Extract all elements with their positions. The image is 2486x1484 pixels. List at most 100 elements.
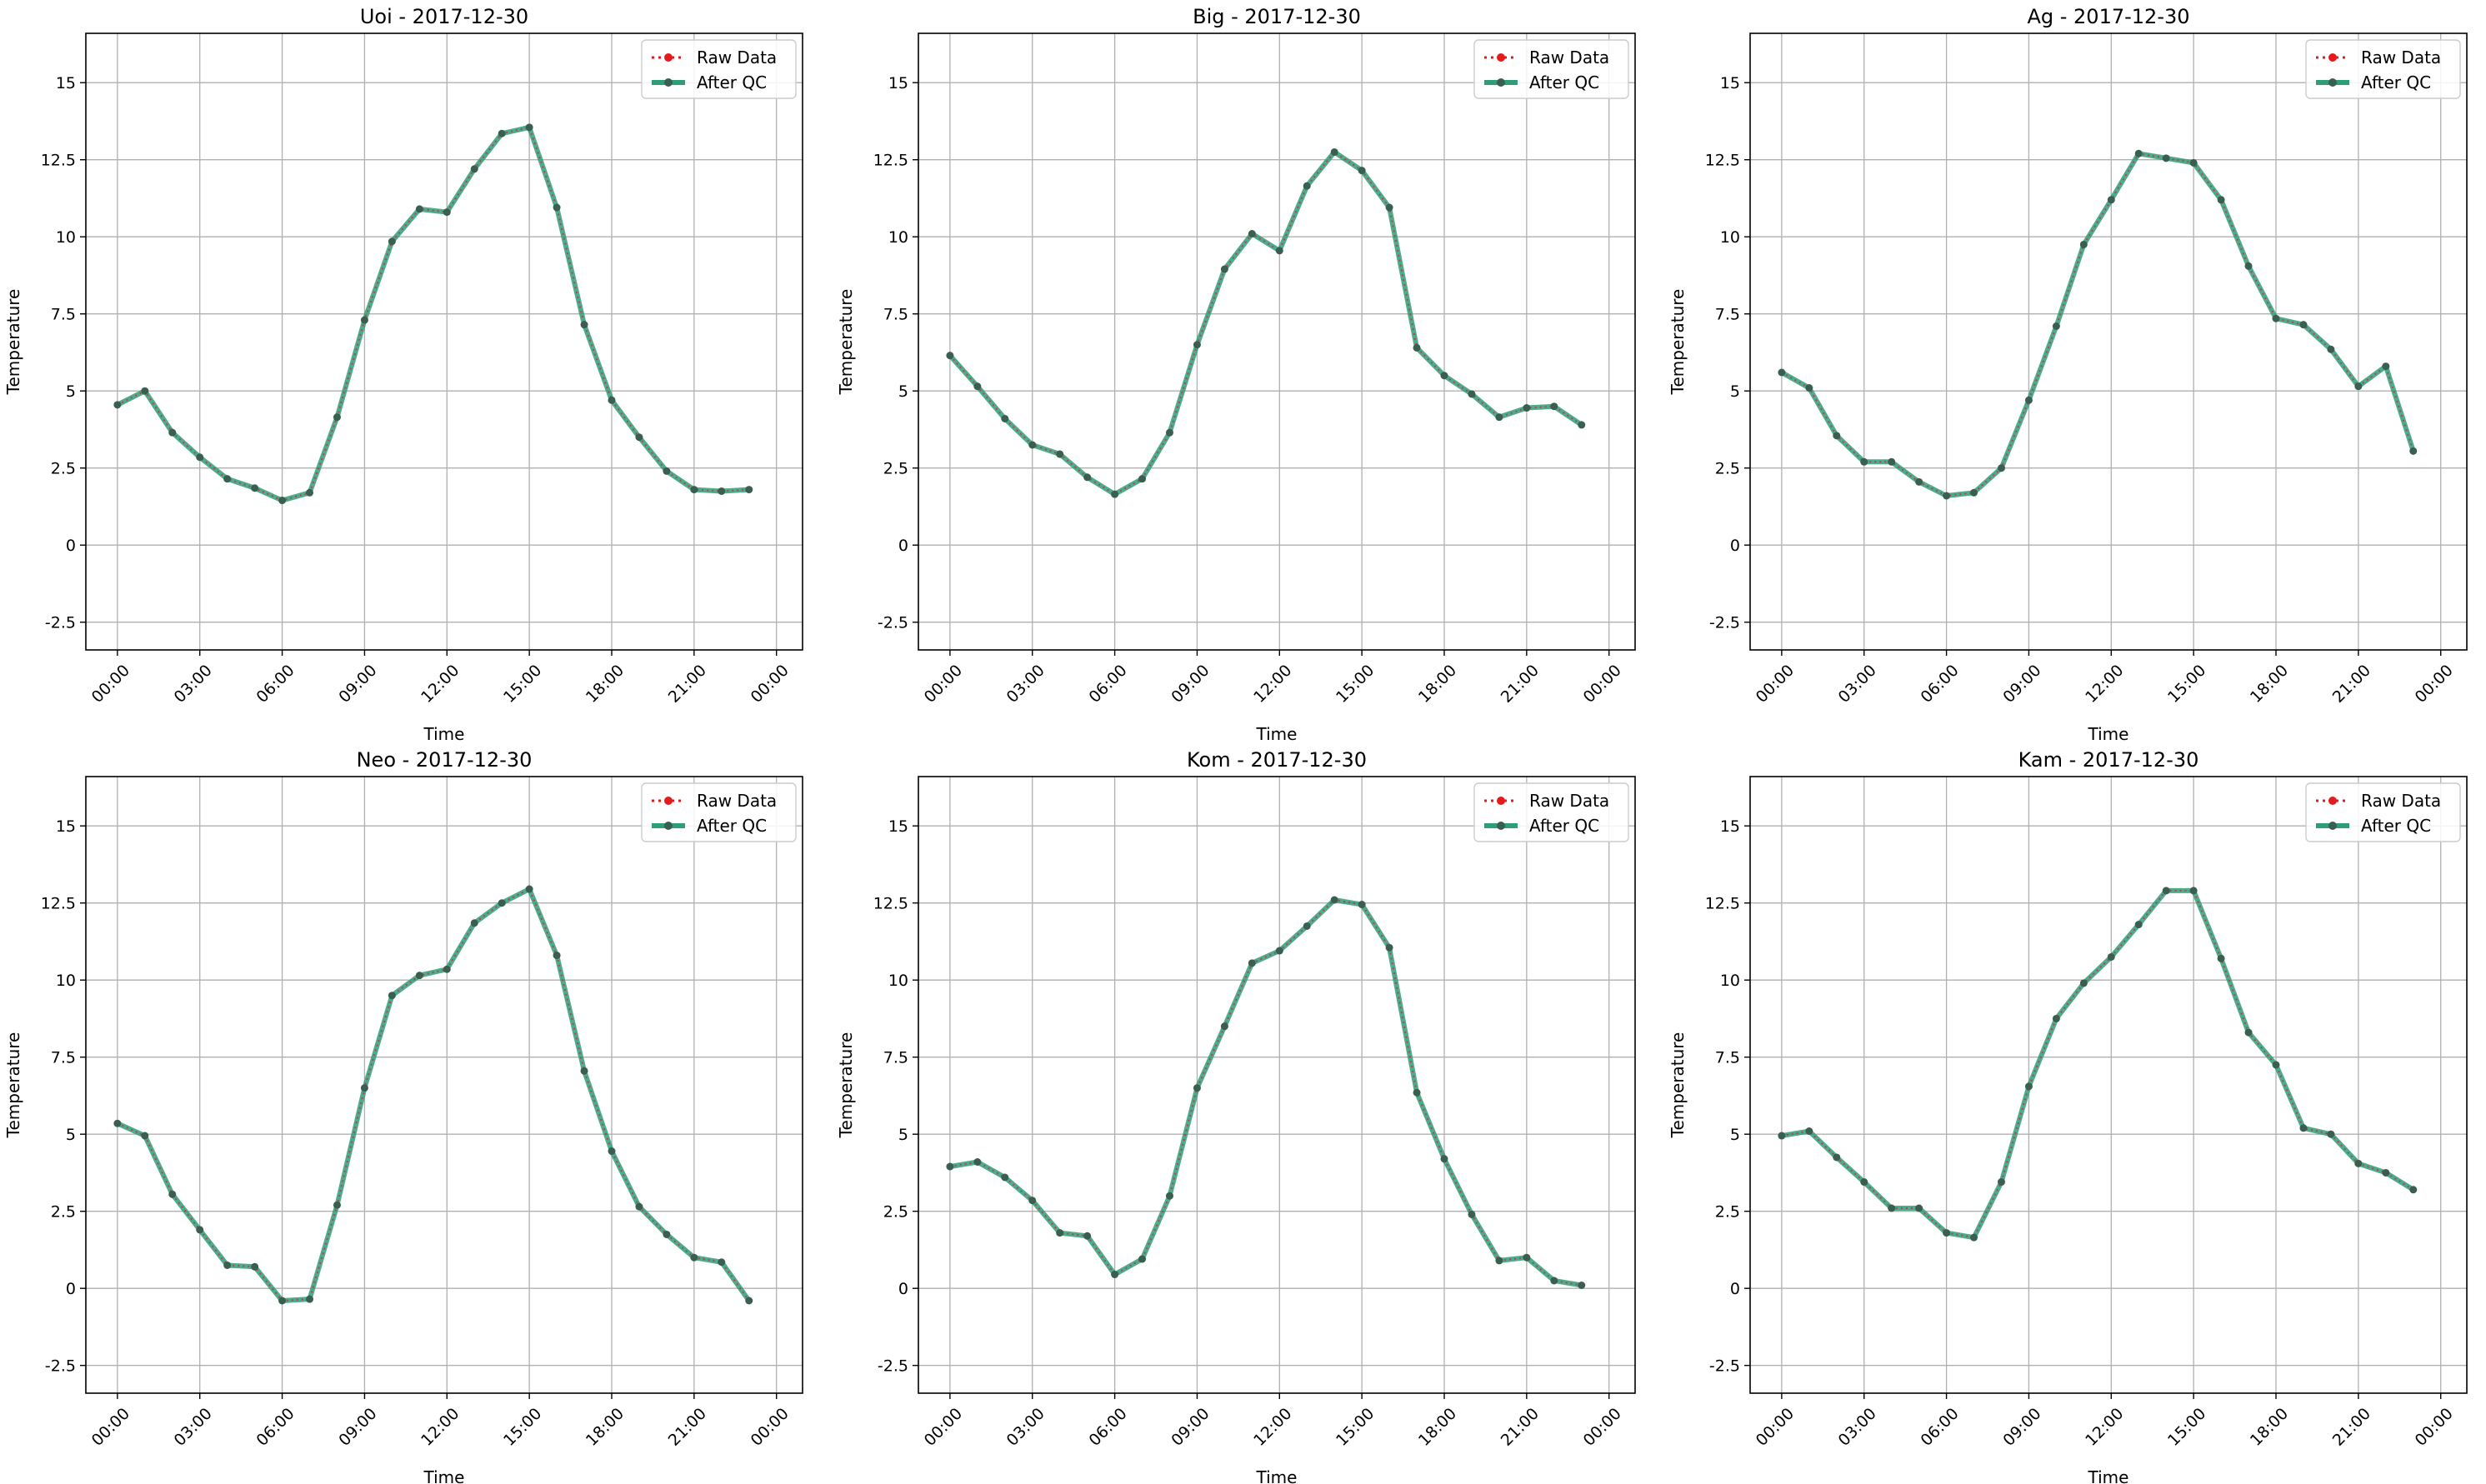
x-axis-label: Time — [423, 1467, 465, 1484]
data-point — [635, 1202, 643, 1211]
x-tick-label: 12:00 — [2082, 1405, 2127, 1450]
chart-title: Kam - 2017-12-30 — [2018, 748, 2199, 772]
data-point — [388, 237, 396, 246]
legend-qc-marker — [1497, 78, 1505, 87]
legend-qc-marker — [2328, 822, 2337, 830]
data-point — [1248, 230, 1256, 237]
data-point — [2134, 149, 2143, 157]
data-point — [1413, 1088, 1421, 1097]
y-tick-label: 7.5 — [1715, 306, 1740, 324]
after-qc-line — [116, 887, 752, 1303]
subplot-2: -2.5 0 2.5 5 7.5 10 12.5 15 00:00 03:00 06:00 09:00… — [836, 5, 1636, 744]
y-axis-label: Temperature — [3, 1032, 23, 1139]
after-qc-line — [948, 149, 1583, 497]
data-point — [2272, 314, 2280, 322]
data-point — [1440, 372, 1448, 380]
data-point — [2024, 396, 2033, 404]
data-point — [1385, 943, 1393, 952]
data-point — [1915, 1204, 1923, 1212]
data-point — [1860, 1178, 1868, 1187]
after-qc-line — [1780, 151, 2416, 498]
data-point — [2024, 1082, 2033, 1091]
data-point — [443, 208, 451, 217]
legend-raw-label: Raw Data — [2361, 47, 2441, 67]
x-tick-label: 09:00 — [1999, 1405, 2044, 1450]
raw-data-line — [117, 887, 750, 1302]
after-qc-line — [1781, 887, 2415, 1241]
x-tick-label: 09:00 — [1168, 1405, 1213, 1450]
data-point — [388, 992, 396, 1000]
data-point — [1943, 1229, 1951, 1237]
data-point — [946, 1162, 954, 1171]
data-point — [251, 1262, 259, 1271]
data-point — [2189, 887, 2198, 895]
x-tick-label: 03:00 — [1835, 662, 1880, 707]
legend-qc-label: After QC — [2361, 72, 2431, 92]
data-point — [2052, 1014, 2060, 1022]
data-point — [168, 1190, 177, 1198]
data-point — [1943, 492, 1951, 500]
legend-qc-label: After QC — [1529, 72, 1599, 92]
y-tick-label: -2.5 — [878, 1357, 908, 1376]
chart-title: Ag - 2017-12-30 — [2027, 5, 2189, 28]
y-tick-label: -2.5 — [45, 614, 76, 632]
data-point — [1578, 1282, 1586, 1289]
data-point — [1578, 421, 1586, 429]
data-point — [1413, 343, 1421, 352]
y-tick-label: 7.5 — [883, 306, 908, 324]
legend: Raw Data After QC — [641, 39, 797, 99]
data-point — [2382, 362, 2390, 371]
data-point — [2079, 979, 2088, 987]
data-point — [718, 1258, 726, 1267]
y-tick-label: 2.5 — [51, 460, 76, 478]
subplot-1: -2.5 0 2.5 5 7.5 10 12.5 15 00:00 03:00 06:00 09:00… — [3, 5, 803, 744]
y-tick-label: 15 — [1720, 74, 1740, 92]
axes-frame — [1749, 776, 2468, 1394]
x-tick-label: 00:00 — [1753, 1405, 1798, 1450]
data-point — [360, 1084, 368, 1092]
legend-raw-marker — [664, 797, 673, 805]
data-point — [745, 486, 753, 494]
raw-data-line — [949, 151, 1583, 496]
x-tick-label: 00:00 — [88, 662, 133, 707]
x-tick-label: 21:00 — [665, 1405, 710, 1450]
x-tick-label: 18:00 — [583, 662, 628, 707]
data-point — [113, 401, 122, 409]
data-point — [2244, 1028, 2253, 1037]
data-point — [1330, 896, 1338, 904]
data-point — [415, 205, 423, 213]
data-point — [690, 486, 698, 494]
y-axis-label: Temperature — [836, 289, 856, 396]
data-point — [251, 484, 259, 492]
legend-raw-label: Raw Data — [2361, 791, 2441, 811]
legend-qc-marker — [664, 78, 673, 87]
data-point — [2409, 1186, 2418, 1194]
data-point — [525, 123, 533, 132]
x-tick-label: 06:00 — [253, 1405, 298, 1450]
data-point — [470, 919, 478, 927]
axes-frame — [85, 32, 803, 651]
data-point — [2327, 1130, 2335, 1138]
data-point — [196, 453, 204, 462]
y-tick-label: 10 — [56, 972, 76, 990]
data-point — [360, 316, 368, 324]
y-tick-label: 5 — [1730, 382, 1740, 401]
legend-qc-marker — [1497, 822, 1505, 830]
data-point — [2107, 196, 2115, 204]
data-point — [1550, 1277, 1558, 1285]
y-tick-label: 10 — [888, 228, 908, 247]
data-point — [2299, 321, 2308, 329]
legend: Raw Data After QC — [641, 782, 797, 842]
y-tick-label: 10 — [888, 972, 908, 990]
raw-data-line — [1781, 152, 2414, 497]
data-point — [1778, 1132, 1786, 1140]
chart-title: Uoi - 2017-12-30 — [360, 5, 528, 28]
data-point — [663, 467, 671, 475]
y-tick-label: -2.5 — [45, 1357, 76, 1376]
data-point — [1275, 947, 1283, 955]
data-point — [718, 487, 726, 495]
data-point — [223, 475, 232, 483]
raw-data-line — [949, 898, 1582, 1287]
x-tick-label: 21:00 — [2329, 662, 2374, 707]
